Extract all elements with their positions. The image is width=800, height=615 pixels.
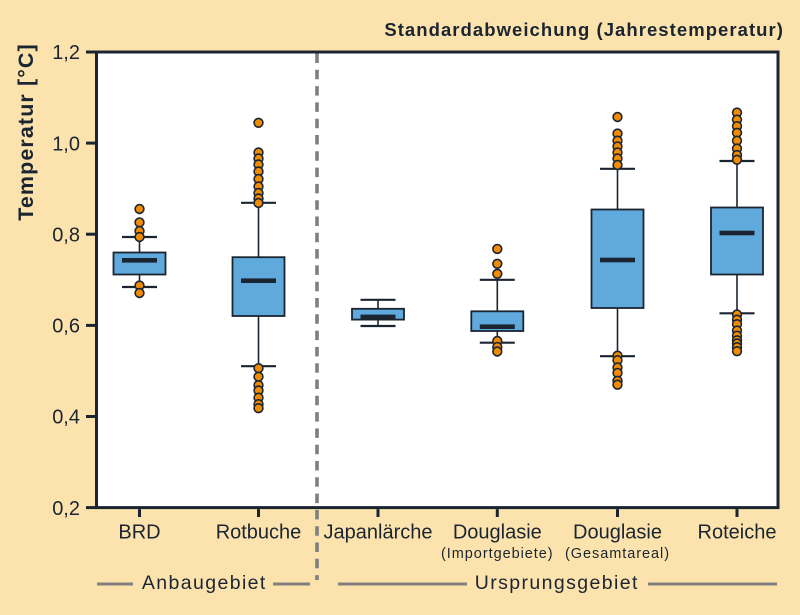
svg-text:Ursprungsgebiet: Ursprungsgebiet bbox=[475, 572, 639, 594]
svg-text:1,2: 1,2 bbox=[52, 42, 80, 64]
svg-text:0,8: 0,8 bbox=[52, 224, 80, 246]
svg-text:(Importgebiete): (Importgebiete) bbox=[441, 546, 554, 562]
svg-text:(Gesamtareal): (Gesamtareal) bbox=[565, 546, 670, 562]
svg-text:Japanlärche: Japanlärche bbox=[324, 522, 433, 544]
svg-text:Douglasie: Douglasie bbox=[453, 522, 542, 544]
svg-text:Anbaugebiet: Anbaugebiet bbox=[142, 572, 267, 594]
svg-text:Temperatur [°C]: Temperatur [°C] bbox=[14, 43, 38, 221]
svg-text:1,0: 1,0 bbox=[52, 133, 80, 155]
svg-text:0,6: 0,6 bbox=[52, 316, 80, 338]
svg-text:Douglasie: Douglasie bbox=[573, 522, 662, 544]
svg-text:Standardabweichung (Jahrestemp: Standardabweichung (Jahrestemperatur) bbox=[384, 19, 784, 40]
svg-text:Roteiche: Roteiche bbox=[698, 522, 777, 544]
svg-text:BRD: BRD bbox=[118, 522, 160, 544]
svg-text:Rotbuche: Rotbuche bbox=[216, 522, 302, 544]
svg-text:0,4: 0,4 bbox=[52, 407, 80, 429]
svg-text:0,2: 0,2 bbox=[52, 498, 80, 520]
